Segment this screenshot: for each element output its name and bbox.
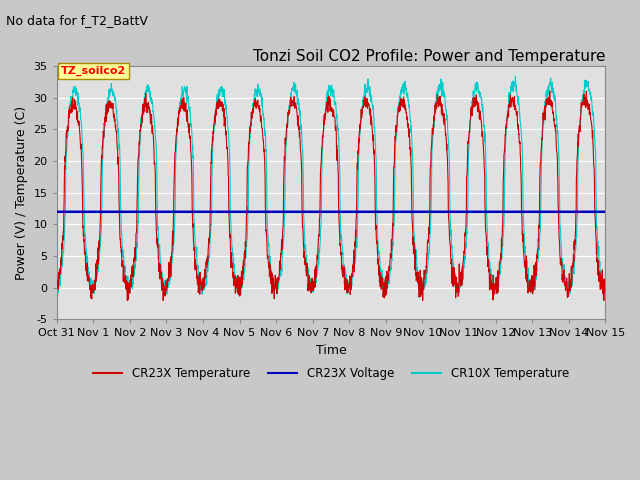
CR23X Temperature — [53, 273, 61, 279]
CR23X Temperature — [347, 281, 355, 287]
CR23X Temperature — [491, 287, 499, 293]
CR23X Voltage — [53, 209, 61, 215]
CR10X Temperature — [163, 291, 171, 297]
CR23X Voltage — [553, 209, 561, 215]
Line: CR10X Temperature: CR10X Temperature — [57, 76, 605, 294]
CR10X Temperature — [491, 285, 499, 290]
CR10X Temperature — [53, 281, 61, 287]
CR23X Voltage — [359, 209, 367, 215]
CR10X Temperature — [347, 280, 355, 286]
Y-axis label: Power (V) / Temperature (C): Power (V) / Temperature (C) — [15, 106, 28, 280]
CR10X Temperature — [206, 242, 214, 248]
CR23X Temperature — [124, 298, 131, 303]
CR10X Temperature — [359, 96, 367, 102]
Text: No data for f_T2_BattV: No data for f_T2_BattV — [6, 14, 148, 27]
CR23X Temperature — [554, 154, 561, 160]
CR23X Temperature — [206, 226, 214, 232]
CR23X Temperature — [546, 88, 554, 94]
CR23X Temperature — [569, 262, 577, 267]
Legend: CR23X Temperature, CR23X Voltage, CR10X Temperature: CR23X Temperature, CR23X Voltage, CR10X … — [88, 362, 574, 384]
CR23X Temperature — [602, 289, 609, 295]
CR23X Temperature — [359, 104, 367, 110]
CR23X Voltage — [568, 209, 576, 215]
CR23X Voltage — [347, 209, 355, 215]
CR10X Temperature — [554, 131, 561, 136]
Line: CR23X Temperature: CR23X Temperature — [57, 91, 605, 300]
CR10X Temperature — [569, 274, 577, 279]
CR23X Voltage — [206, 209, 214, 215]
CR10X Temperature — [511, 73, 519, 79]
Text: TZ_soilco2: TZ_soilco2 — [61, 66, 126, 76]
CR23X Voltage — [602, 209, 609, 215]
CR10X Temperature — [602, 281, 609, 287]
Text: Tonzi Soil CO2 Profile: Power and Temperature: Tonzi Soil CO2 Profile: Power and Temper… — [253, 48, 605, 63]
X-axis label: Time: Time — [316, 344, 346, 357]
CR23X Voltage — [490, 209, 498, 215]
